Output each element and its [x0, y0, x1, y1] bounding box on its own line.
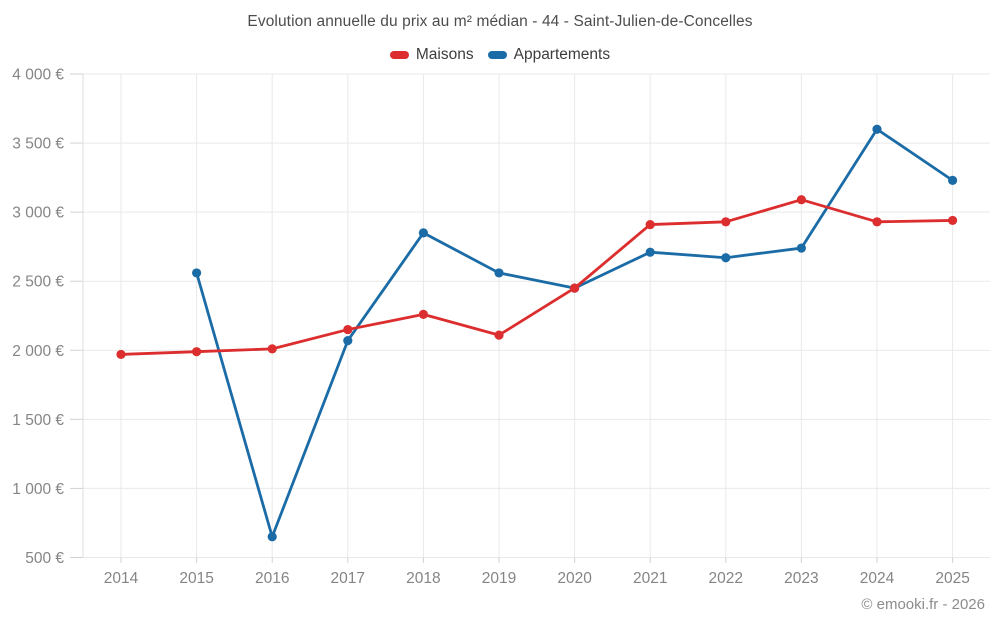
data-point-maisons-2020[interactable]: [570, 283, 580, 293]
data-point-appartements-2025[interactable]: [948, 175, 958, 185]
data-point-appartements-2021[interactable]: [645, 247, 655, 257]
chart-title: Evolution annuelle du prix au m² médian …: [247, 13, 753, 30]
data-point-appartements-2022[interactable]: [721, 253, 731, 263]
data-point-maisons-2014[interactable]: [116, 349, 126, 360]
data-point-appartements-2023[interactable]: [796, 243, 807, 253]
data-point-maisons-2016[interactable]: [267, 344, 277, 354]
x-axis-label: 2019: [482, 570, 516, 587]
y-axis-label: 2 500 €: [12, 274, 64, 291]
x-axis-label: 2021: [633, 570, 667, 587]
x-axis-label: 2014: [104, 570, 139, 587]
data-point-maisons-2017[interactable]: [343, 324, 353, 335]
data-point-appartements-2024[interactable]: [872, 124, 882, 134]
y-axis-label: 1 000 €: [12, 481, 64, 498]
data-point-maisons-2015[interactable]: [192, 347, 202, 357]
y-axis-label: 3 000 €: [12, 205, 64, 222]
y-axis-label: 500 €: [25, 550, 64, 567]
watermark: © emooki.fr - 2026: [861, 596, 985, 613]
legend-item-maisons[interactable]: Maisons: [389, 46, 474, 64]
x-axis-label: 2020: [557, 570, 592, 587]
data-point-appartements-2019[interactable]: [494, 268, 504, 278]
y-axis-label: 2 000 €: [12, 343, 64, 360]
chart-legend: Maisons Appartements: [0, 46, 1000, 64]
y-axis-label: 1 500 €: [12, 412, 64, 429]
x-axis-label: 2018: [406, 570, 440, 587]
data-point-maisons-2024[interactable]: [872, 217, 882, 227]
x-axis-label: 2016: [255, 570, 289, 587]
x-axis-label: 2017: [331, 570, 365, 587]
data-point-maisons-2022[interactable]: [721, 217, 731, 227]
x-axis-label: 2015: [179, 570, 213, 587]
data-point-maisons-2021[interactable]: [645, 219, 655, 230]
legend-swatch-maisons: [389, 51, 409, 59]
x-axis-label: 2025: [935, 570, 969, 587]
x-axis-label: 2023: [784, 570, 818, 587]
data-point-appartements-2016[interactable]: [267, 532, 277, 542]
data-point-appartements-2018[interactable]: [418, 228, 428, 238]
legend-label: Appartements: [513, 46, 611, 63]
data-point-maisons-2023[interactable]: [796, 195, 807, 205]
data-point-appartements-2017[interactable]: [343, 336, 353, 346]
x-axis-label: 2024: [860, 570, 895, 587]
data-point-appartements-2015[interactable]: [192, 268, 202, 278]
data-point-maisons-2018[interactable]: [418, 309, 428, 319]
data-point-maisons-2019[interactable]: [494, 330, 504, 340]
y-axis-label: 3 500 €: [12, 136, 64, 153]
series-line-maisons: [119, 198, 954, 356]
legend-item-appartements[interactable]: Appartements: [487, 46, 611, 64]
legend-swatch-appartements: [487, 51, 507, 59]
data-point-maisons-2025[interactable]: [948, 215, 958, 226]
x-axis-label: 2022: [709, 570, 743, 587]
y-axis-label: 4 000 €: [12, 67, 64, 84]
legend-label: Maisons: [415, 46, 474, 63]
